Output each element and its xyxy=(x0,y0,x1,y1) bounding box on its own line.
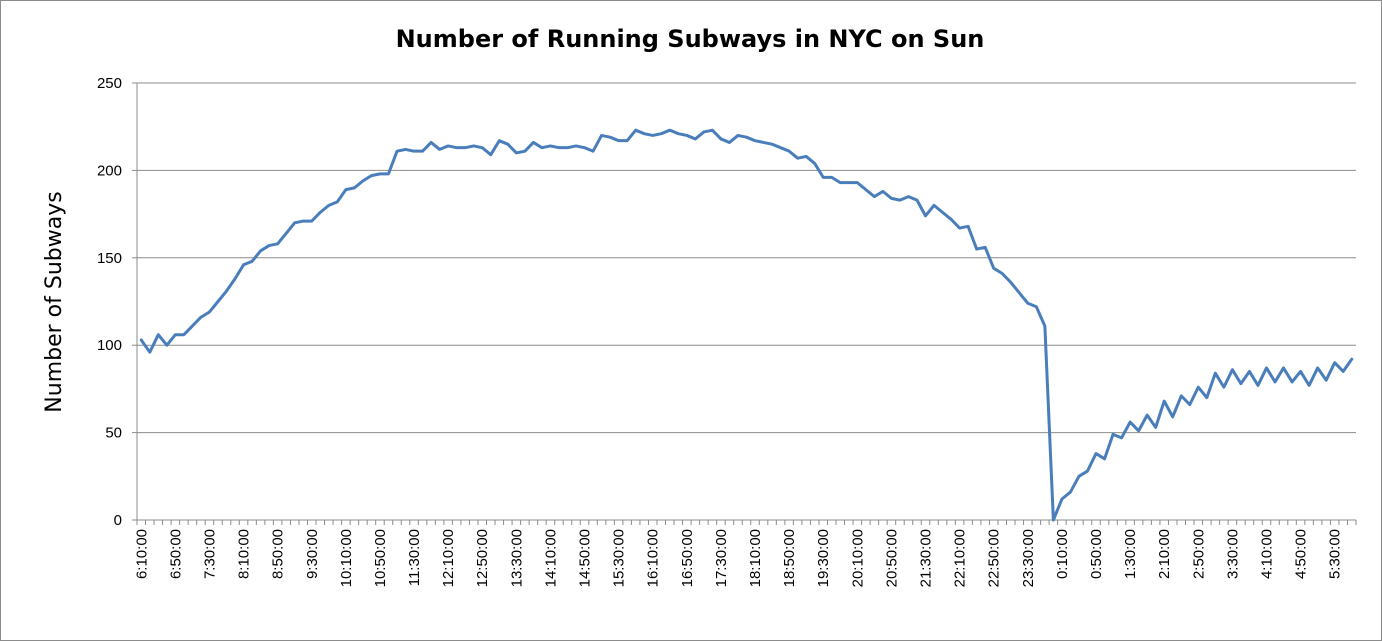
chart-title: Number of Running Subways in NYC on Sun xyxy=(396,25,985,53)
x-tick-label: 0:50:00 xyxy=(1088,529,1105,579)
x-tick-label: 14:50:00 xyxy=(577,529,594,587)
x-tick-label: 11:30:00 xyxy=(406,529,423,586)
gridlines xyxy=(137,82,1356,434)
x-tick-label: 16:50:00 xyxy=(679,529,696,587)
y-tick-label: 50 xyxy=(105,425,122,442)
x-tick-label: 13:30:00 xyxy=(508,529,525,587)
x-tick-label: 7:30:00 xyxy=(201,529,218,579)
x-tick-label: 10:50:00 xyxy=(372,529,389,587)
x-tick-label: 2:50:00 xyxy=(1190,529,1207,579)
x-tick-label: 17:30:00 xyxy=(713,529,730,587)
y-tick-label: 100 xyxy=(97,337,122,354)
x-tick-label: 19:30:00 xyxy=(815,529,832,587)
x-tick-label: 15:30:00 xyxy=(611,529,628,587)
series-group xyxy=(139,128,1354,522)
x-tick-label: 6:50:00 xyxy=(167,529,184,579)
x-tick-label: 3:30:00 xyxy=(1224,529,1241,579)
x-tick-label: 18:10:00 xyxy=(747,529,764,587)
x-tick-label: 21:30:00 xyxy=(918,529,935,587)
x-tick-label: 0:10:00 xyxy=(1054,529,1071,579)
x-tick-label: 20:10:00 xyxy=(849,529,866,587)
x-tick-label: 22:10:00 xyxy=(952,529,969,587)
x-tick-label: 20:50:00 xyxy=(883,529,900,587)
x-tick-label: 22:50:00 xyxy=(986,529,1003,587)
y-tick-label: 200 xyxy=(97,162,122,179)
x-tick-label: 10:10:00 xyxy=(338,529,355,587)
x-tick-label: 14:10:00 xyxy=(542,529,559,587)
y-axis-label: Number of Subways xyxy=(42,191,67,412)
y-tick-labels: 0 50 100 150 200 250 xyxy=(97,75,137,529)
series-line xyxy=(139,128,1354,522)
x-tick-label: 8:10:00 xyxy=(236,529,253,579)
x-tick-labels: 6:10:00 6:50:00 7:30:00 8:10:00 8:50:00 9:30:… xyxy=(133,529,1343,587)
x-tick-label: 6:10:00 xyxy=(133,529,150,579)
x-tick-label: 16:10:00 xyxy=(645,529,662,587)
y-tick-label: 0 xyxy=(114,512,122,529)
y-tick-label: 150 xyxy=(97,250,122,267)
x-tick-label: 4:10:00 xyxy=(1258,529,1275,579)
x-tick-label: 23:30:00 xyxy=(1020,529,1037,587)
axes xyxy=(136,83,1357,525)
x-tick-label: 4:50:00 xyxy=(1293,529,1310,579)
x-tick-label: 5:30:00 xyxy=(1327,529,1344,579)
x-tick-label: 2:10:00 xyxy=(1156,529,1173,579)
x-tick-label: 12:50:00 xyxy=(474,529,491,587)
y-tick-label: 250 xyxy=(97,75,122,92)
x-tick-label: 18:50:00 xyxy=(781,529,798,587)
x-tick-label: 9:30:00 xyxy=(304,529,321,579)
x-tick-label: 8:50:00 xyxy=(270,529,287,579)
x-tick-label: 1:30:00 xyxy=(1122,529,1139,579)
x-tick-label: 12:10:00 xyxy=(440,529,457,587)
